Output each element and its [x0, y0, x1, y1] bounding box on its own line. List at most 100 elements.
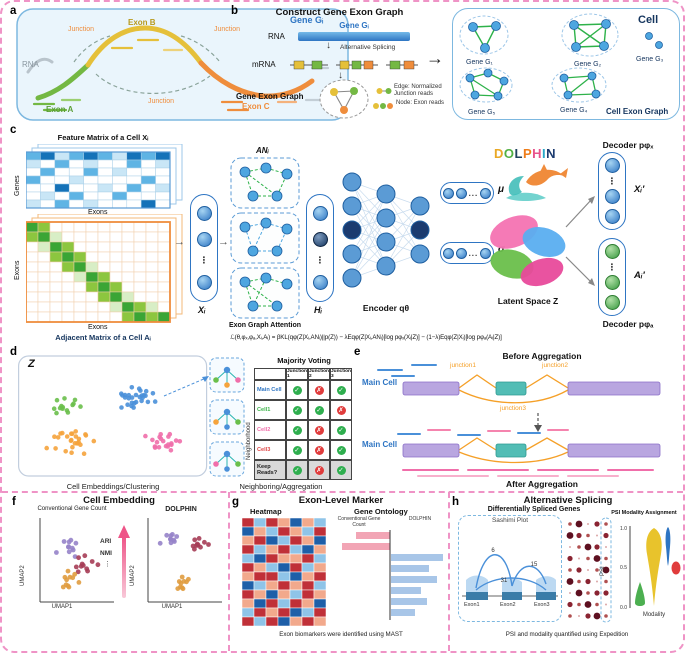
caption-neighboring: Neighboring/Aggregation — [239, 482, 323, 491]
node-legend-label: Node: Exon reads — [396, 100, 445, 106]
cell-embedding-title: Cell Embedding — [83, 495, 155, 506]
violin-green — [635, 582, 645, 606]
adjacency-matrix-title: Adjacent Matrix of a Cell Aᵢ — [55, 333, 151, 342]
h-vector-label: Hᵢ — [314, 305, 323, 315]
decoder-arrows — [565, 196, 595, 286]
arrow-right-icon-xvec: → — [218, 236, 229, 248]
check-icon: ✓ — [336, 385, 346, 395]
table-row: Cell2 ✓ ✗ ✓ — [254, 420, 352, 440]
left-umap2-label: UMAP2 — [20, 565, 26, 586]
psi-modality-label: PSI Modality Assignment — [611, 510, 677, 516]
exons-axis-label-1: Exons — [88, 209, 108, 216]
gene-ontology-label: Gene Ontology — [354, 507, 408, 516]
ellipsis-icon: ⋮ — [315, 255, 325, 266]
rna-label: RNA — [22, 60, 39, 69]
sequencing-reads — [32, 38, 330, 112]
arrow-right-icon-matrices: → — [174, 236, 185, 248]
node-circle — [455, 187, 467, 199]
node-legend-icon — [373, 103, 393, 109]
encoder-network — [342, 172, 430, 288]
check-icon: ✓ — [292, 425, 302, 435]
hellipsis-icon: ... — [468, 248, 479, 258]
panel-label-c: c — [10, 124, 17, 136]
check-icon: ✓ — [292, 385, 302, 395]
metrics-ellipsis-icon: ⋮ — [104, 561, 111, 568]
genes-axis-label: Genes — [14, 175, 21, 196]
panel-label-b: b — [231, 5, 239, 17]
exons-axis-label-3: Exons — [88, 324, 108, 331]
exons-axis-label-2: Exons — [14, 260, 21, 280]
junction-label-right: Junction — [214, 26, 241, 33]
junction-label-bottom: Junction — [148, 98, 175, 105]
adjacency-grid — [26, 221, 171, 323]
dolphin-art — [506, 164, 568, 201]
sashimi-plot-label: Sashimi Plot — [491, 517, 529, 524]
psi-axis-label: PSI — [600, 566, 606, 576]
diff-spliced-genes-label: Differentially Spliced Genes — [487, 506, 581, 513]
modality-axis-label: Modality — [642, 612, 666, 618]
go-right-method: DOLPHIN — [408, 516, 432, 522]
arc-count-1: 6 — [491, 548, 495, 554]
node-circle — [604, 209, 620, 225]
right-umap2-label: UMAP2 — [130, 565, 136, 586]
ari-label: ARI — [100, 538, 112, 545]
exon3-label: Exon3 — [534, 602, 550, 608]
z-embedding-scatter — [44, 385, 183, 456]
cross-icon: ✗ — [314, 465, 324, 475]
ellipsis-icon: ⋮ — [607, 261, 617, 272]
feature-matrix — [26, 144, 183, 209]
arrow-right-icon: → — [426, 48, 444, 68]
node-circle-green — [604, 243, 620, 259]
ytick-0: 0.0 — [620, 605, 627, 611]
attention-label: Exon Graph Attention — [228, 322, 302, 329]
gene2-graph — [561, 13, 619, 57]
psi-axis-ticks: 1.0 0.5 0.0 — [620, 526, 627, 611]
go-bars — [342, 530, 443, 620]
check-icon: ✓ — [336, 445, 346, 455]
panel-d-illustration — [18, 355, 245, 477]
exon-a-label: Exon A — [46, 105, 74, 114]
node-circle — [442, 187, 454, 199]
node-circle-dark — [312, 231, 328, 247]
table-row: Main Cell ✓ ✗ ✓ — [254, 380, 352, 400]
violin-red — [671, 561, 681, 575]
check-icon: ✓ — [292, 465, 302, 475]
main-cell-label-1: Main Cell — [362, 378, 398, 387]
before-aggregation-diagram — [377, 364, 661, 404]
dolphin-letter: N — [546, 146, 557, 161]
divider-f-g — [228, 492, 230, 651]
gene3-label: Gene G₃ — [636, 56, 664, 63]
junction2-label: junction2 — [542, 362, 569, 369]
column-header: Junction 3 — [330, 368, 352, 380]
column-header: Junction 1 — [286, 368, 308, 380]
panel-label-d: d — [10, 346, 18, 358]
go-left-method: Conventional Gene Count — [337, 516, 381, 528]
aggregation-arrow — [534, 413, 542, 432]
panel-label-a: a — [10, 5, 17, 17]
x-vector: ⋮ — [190, 194, 218, 302]
h-vector: ⋮ — [306, 194, 334, 302]
sigma-label: σ — [498, 244, 505, 255]
node-circle — [196, 205, 212, 221]
sigma-vector: ... — [440, 242, 494, 264]
gene-bar — [298, 32, 410, 41]
gene4-label: Gene G₄ — [560, 107, 588, 114]
table-row: Cell1 ✓ ✓ ✗ — [254, 400, 352, 420]
mu-label: μ — [498, 184, 505, 195]
heatmap-label: Heatmap — [250, 507, 282, 516]
dot-plot-grid — [566, 520, 610, 620]
encoder-label: Encoder qθ — [362, 303, 410, 313]
node-circle — [312, 205, 328, 221]
check-icon: ✓ — [292, 445, 302, 455]
check-icon: ✓ — [292, 405, 302, 415]
dolphin-letter: P — [522, 146, 533, 161]
rna-label-b: RNA — [268, 32, 285, 41]
divider-horizontal — [2, 491, 683, 493]
node-circle — [604, 189, 620, 205]
a-prime-label: Aᵢ′ — [634, 270, 645, 281]
left-umap-title: Conventional Gene Count — [37, 506, 107, 512]
loss-equation: ℒ(θ,φₓ,φₐ,Xᵢ,Aᵢ) = βKL(qφ(Z|Xᵢ,ANᵢ)||p(Z… — [230, 334, 502, 341]
expedition-caption: PSI and modality quantified using Expedi… — [505, 631, 629, 638]
right-umap-scatter — [157, 532, 211, 592]
